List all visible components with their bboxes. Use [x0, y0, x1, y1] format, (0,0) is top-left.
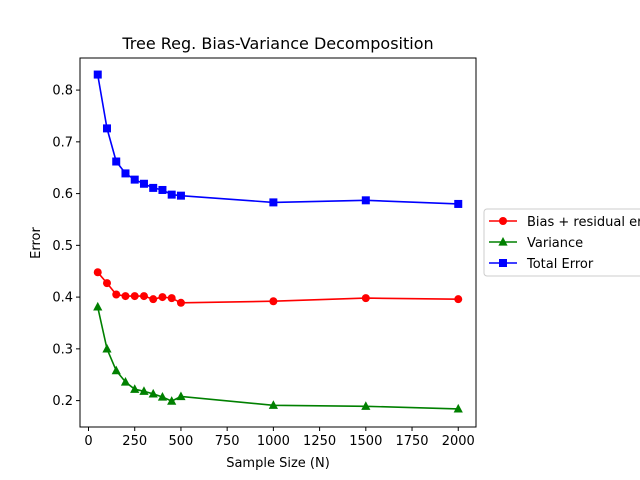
y-tick-label: 0.2 — [52, 394, 73, 409]
y-tick-label: 0.5 — [52, 239, 73, 254]
y-tick-label: 0.8 — [52, 84, 73, 99]
data-point — [268, 400, 278, 409]
data-point — [112, 157, 121, 166]
data-point — [158, 185, 167, 194]
data-point — [93, 301, 103, 311]
data-point — [454, 199, 463, 208]
data-point — [454, 295, 463, 304]
plot-area — [80, 58, 476, 427]
x-tick-label: 0 — [84, 434, 92, 449]
x-tick-label: 750 — [215, 434, 240, 449]
series-0 — [93, 268, 463, 307]
data-point — [130, 292, 139, 301]
data-point — [158, 293, 167, 302]
data-point — [167, 396, 177, 405]
x-axis: 0 250 500 750 1000 1250 1500 1750 2000 — [84, 427, 475, 449]
chart-title: Tree Reg. Bias-Variance Decomposition — [121, 34, 433, 53]
data-point — [121, 292, 130, 301]
legend-label: Variance — [527, 236, 583, 251]
data-point — [112, 290, 121, 299]
data-point — [361, 294, 370, 303]
legend-marker — [499, 217, 507, 225]
data-point — [102, 124, 111, 133]
series-2 — [93, 70, 463, 208]
data-point — [148, 388, 158, 398]
data-point — [157, 391, 168, 401]
y-tick-label: 0.3 — [52, 342, 73, 357]
legend-label: Bias + residual error — [527, 215, 640, 230]
data-point — [149, 295, 158, 304]
y-axis: 0.2 0.3 0.4 0.5 0.6 0.7 0.8 — [52, 84, 80, 409]
data-point — [361, 401, 371, 410]
y-tick-label: 0.6 — [52, 187, 73, 202]
legend-marker — [498, 237, 508, 246]
series-layer — [93, 70, 463, 413]
data-point — [120, 376, 131, 386]
data-point — [167, 190, 176, 199]
data-point — [93, 268, 102, 277]
legend-frame — [483, 208, 640, 277]
x-tick-label: 250 — [122, 434, 147, 449]
legend: Bias + residual error Variance Total Error — [483, 208, 640, 277]
data-point — [176, 391, 186, 401]
data-point — [176, 298, 185, 307]
x-tick-label: 2000 — [442, 434, 475, 449]
data-point — [176, 191, 185, 200]
data-point — [167, 294, 176, 303]
x-axis-label: Sample Size (N) — [226, 456, 330, 471]
data-point — [93, 70, 102, 79]
data-point — [111, 365, 121, 375]
data-point — [269, 297, 278, 306]
legend-label: Total Error — [526, 257, 594, 272]
data-point — [102, 279, 111, 288]
x-tick-label: 500 — [169, 434, 194, 449]
y-axis-label: Error — [29, 227, 44, 259]
data-point — [121, 169, 130, 178]
data-point — [453, 403, 463, 413]
data-point — [102, 343, 112, 353]
data-point — [139, 179, 148, 188]
x-tick-label: 1750 — [395, 434, 428, 449]
data-point — [130, 175, 139, 184]
data-point — [361, 196, 370, 205]
x-tick-label: 1000 — [257, 434, 290, 449]
series-1 — [93, 301, 463, 413]
y-tick-label: 0.4 — [52, 291, 73, 306]
data-point — [139, 386, 149, 395]
data-point — [149, 183, 158, 192]
data-point — [269, 198, 278, 207]
y-tick-label: 0.7 — [52, 135, 73, 150]
data-point — [130, 384, 140, 393]
x-tick-label: 1500 — [349, 434, 382, 449]
legend-marker — [499, 259, 507, 267]
data-point — [139, 292, 148, 301]
x-tick-label: 1250 — [303, 434, 336, 449]
plot-frame — [79, 57, 477, 428]
